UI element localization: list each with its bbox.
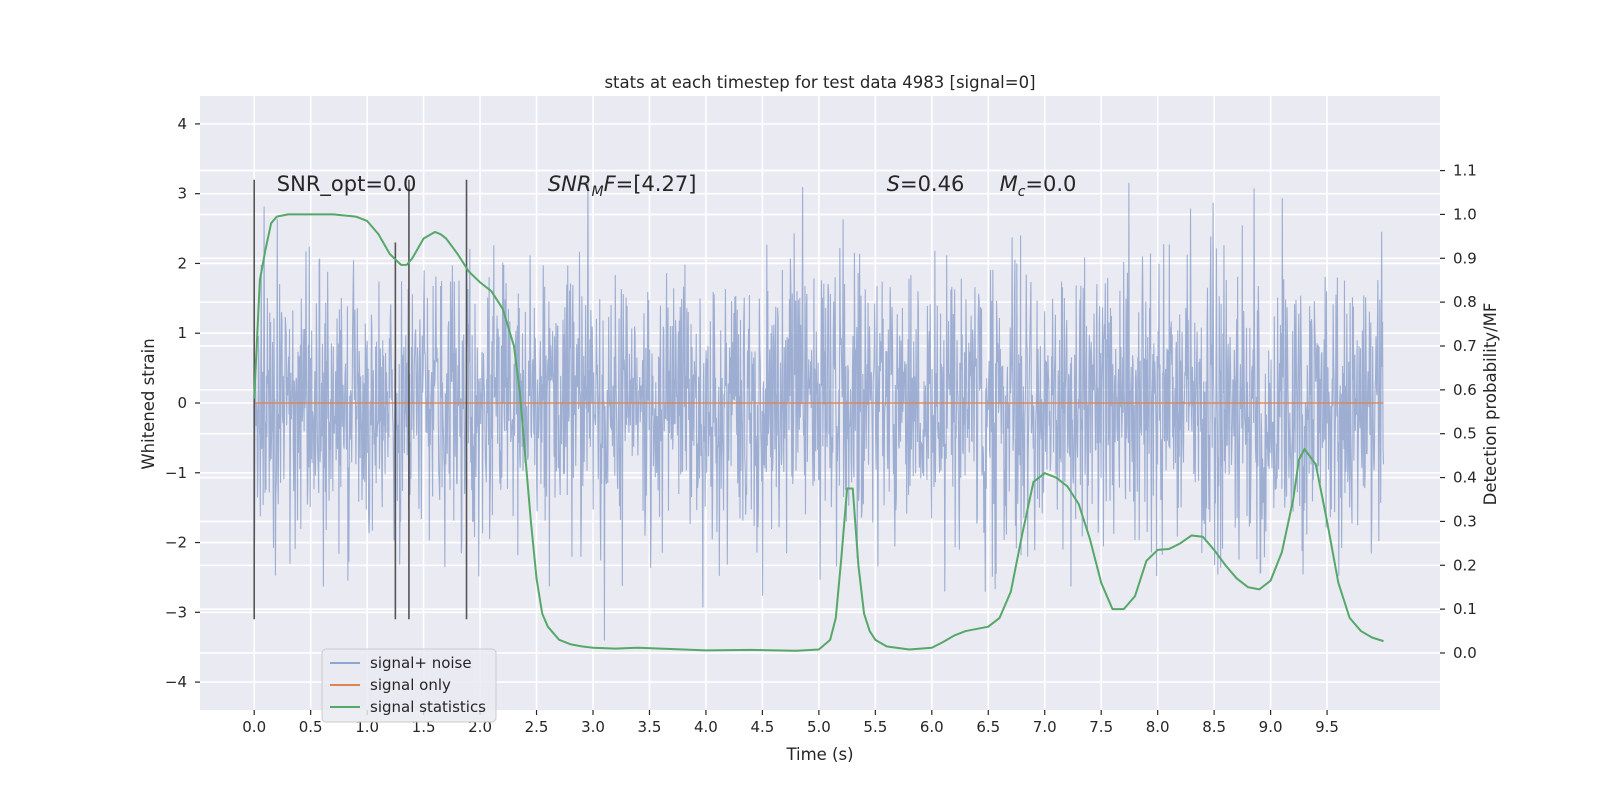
y2-axis-label: Detection probability/MF xyxy=(1481,303,1500,506)
y2-tick-label: 1.1 xyxy=(1453,162,1477,180)
y-tick-label: 3 xyxy=(177,185,187,203)
x-tick-label: 6.0 xyxy=(920,718,944,736)
x-tick-label: 5.0 xyxy=(807,718,831,736)
y2-tick-label: 0.5 xyxy=(1453,425,1477,443)
x-tick-label: 0.5 xyxy=(299,718,323,736)
y2-tick-label: 0.9 xyxy=(1453,249,1477,267)
annotation-0: SNR_opt=0.0 xyxy=(277,172,417,197)
y2-tick-label: 0.4 xyxy=(1453,469,1477,487)
y-tick-label: −3 xyxy=(165,603,187,621)
vertical-markers xyxy=(253,179,468,620)
x-tick-label: 2.5 xyxy=(525,718,549,736)
y-tick-label: 4 xyxy=(177,115,187,133)
y2-tick-label: 0.1 xyxy=(1453,600,1477,618)
y2-tick-label: 0.7 xyxy=(1453,337,1477,355)
x-tick-label: 4.0 xyxy=(694,718,718,736)
noise-line xyxy=(253,176,1385,641)
legend: signal+ noise signal only signal statistic… xyxy=(321,648,497,723)
y2-tick-label: 0.0 xyxy=(1453,644,1477,662)
y2-tick-label: 0.2 xyxy=(1453,556,1477,574)
y-tick-label: −4 xyxy=(165,673,187,691)
x-tick-label: 3.5 xyxy=(638,718,662,736)
annotation-3: Mc=0.0 xyxy=(1000,172,1077,200)
x-tick-label: 9.5 xyxy=(1315,718,1339,736)
legend-label: signal only xyxy=(370,676,451,694)
y-tick-label: 0 xyxy=(177,394,187,412)
y2-tick-label: 0.8 xyxy=(1453,293,1477,311)
x-tick-label: 9.0 xyxy=(1259,718,1283,736)
x-axis-label: Time (s) xyxy=(785,745,853,764)
y2-tick-label: 1.0 xyxy=(1453,205,1477,223)
chart-title: stats at each timestep for test data 498… xyxy=(604,73,1035,92)
x-tick-label: 5.5 xyxy=(863,718,887,736)
legend-box xyxy=(321,648,497,723)
signal-statistics-line xyxy=(253,213,1384,652)
x-tick-label: 6.5 xyxy=(976,718,1000,736)
x-tick-label: 7.0 xyxy=(1033,718,1057,736)
x-tick-label: 3.0 xyxy=(581,718,605,736)
y-tick-label: 2 xyxy=(177,254,187,272)
signal-noise-trace xyxy=(253,176,1385,641)
x-tick-label: 4.5 xyxy=(750,718,774,736)
y2-tick-label: 0.6 xyxy=(1453,381,1477,399)
y-axis-label: Whitened strain xyxy=(139,338,158,469)
annotations: SNR_opt=0.0 SNRMF=[4.27] S=0.46 Mc=0.0 xyxy=(277,172,1077,200)
y2-axis-ticks: 0.0 0.1 0.2 0.3 0.4 0.5 0.6 0.7 0.8 0.9 1.0 1.1 xyxy=(1440,162,1477,662)
annotation-2: S=0.46 xyxy=(887,172,965,196)
y-tick-label: 1 xyxy=(177,324,187,342)
signal-statistics-trace xyxy=(253,213,1384,652)
x-tick-label: 8.0 xyxy=(1146,718,1170,736)
x-tick-label: 8.5 xyxy=(1202,718,1226,736)
y2-tick-label: 0.3 xyxy=(1453,512,1477,530)
y-tick-label: −1 xyxy=(165,464,187,482)
x-axis-ticks: 0.0 0.5 1.0 1.5 2.0 2.5 3.0 3.5 4.0 4.5 5.0 5.5 6.0 6… xyxy=(242,710,1339,736)
legend-label: signal+ noise xyxy=(370,654,472,672)
y-tick-label: −2 xyxy=(165,534,187,552)
annotation-1: SNRMF=[4.27] xyxy=(548,172,697,200)
x-tick-label: 7.5 xyxy=(1089,718,1113,736)
legend-label: signal statistics xyxy=(370,698,486,716)
x-tick-label: 0.0 xyxy=(242,718,266,736)
y-axis-ticks: −4 −3 −2 −1 0 1 2 3 4 xyxy=(165,115,200,691)
